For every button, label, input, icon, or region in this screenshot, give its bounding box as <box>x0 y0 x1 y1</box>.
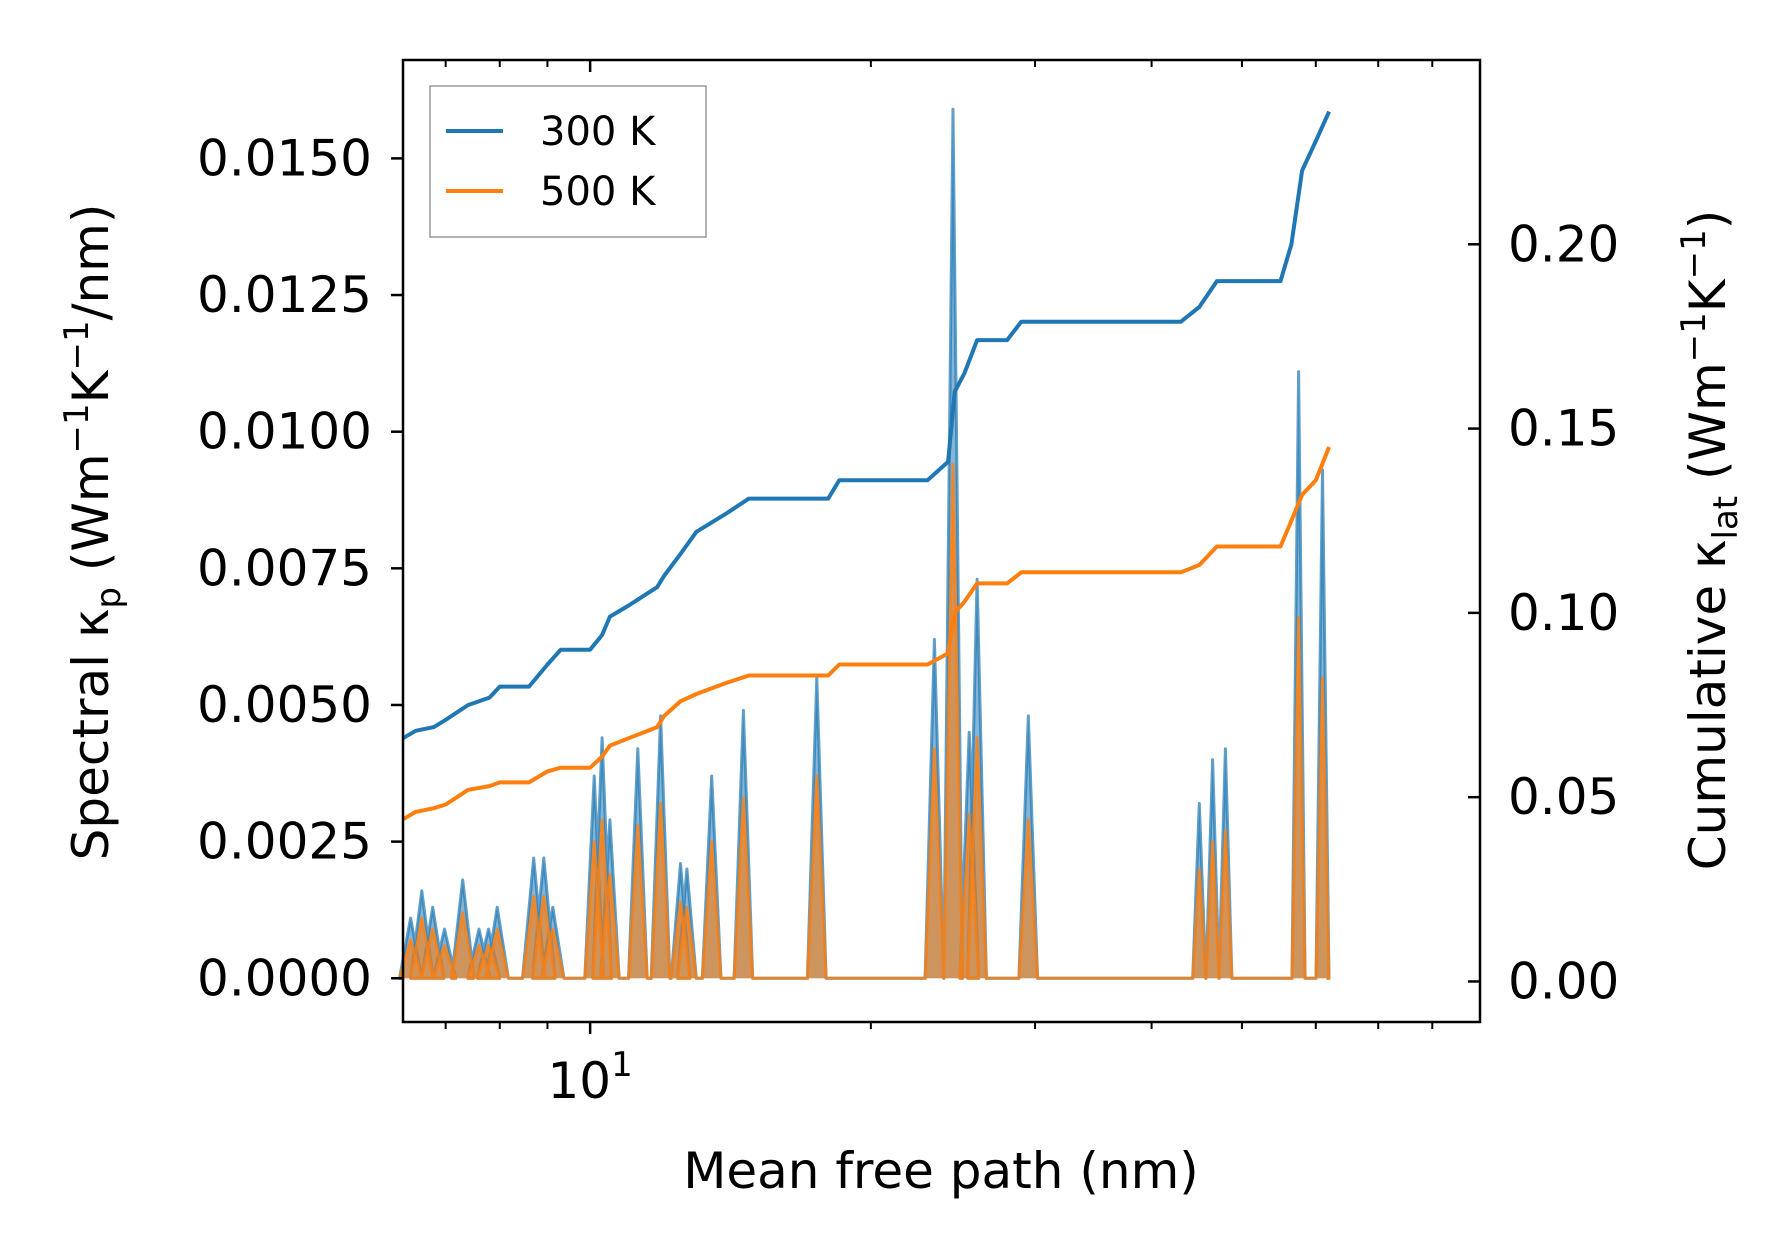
right-y-axis-title: Cumulative κlat (Wm−1K−1) <box>1674 210 1746 870</box>
right-y-tick-label: 0.10 <box>1508 584 1619 642</box>
cumulative-series-layer <box>401 110 1331 822</box>
right-y-tick-label: 0.15 <box>1508 400 1619 458</box>
legend-box <box>429 85 707 238</box>
left-y-tick-label: 0.0025 <box>197 813 372 871</box>
left-y-axis-title: Spectral κp (Wm−1K−1/nm) <box>57 204 129 861</box>
right-y-tick-label: 0.05 <box>1508 768 1619 826</box>
legend-label-500k: 500 K <box>540 169 657 215</box>
cumulative-line-500k <box>401 446 1331 822</box>
legend: 300 K 500 K <box>429 85 707 238</box>
left-y-tick-label: 0.0050 <box>197 676 372 734</box>
spectral-series-layer <box>398 107 1331 980</box>
legend-label-300k: 300 K <box>540 109 657 155</box>
left-y-tick-label: 0.0150 <box>197 129 372 187</box>
x-axis-title: Mean free path (nm) <box>683 1142 1199 1200</box>
x-major-tick-label: 101 <box>547 1045 632 1110</box>
right-y-tick-label: 0.00 <box>1508 952 1619 1010</box>
spectral-line-500k <box>398 463 1331 980</box>
tick-layer: 0.0000 0.0025 0.0050 0.0075 0.0100 0.0125 0.01… <box>197 60 1619 1110</box>
left-y-tick-label: 0.0125 <box>197 266 372 324</box>
plot-frame <box>401 58 1482 1024</box>
left-y-tick-label: 0.0075 <box>197 539 372 597</box>
cumulative-line-300k <box>401 110 1331 740</box>
left-y-tick-label: 0.0100 <box>197 403 372 461</box>
left-y-tick-label: 0.0000 <box>197 949 372 1007</box>
right-y-tick-label: 0.20 <box>1508 215 1619 273</box>
